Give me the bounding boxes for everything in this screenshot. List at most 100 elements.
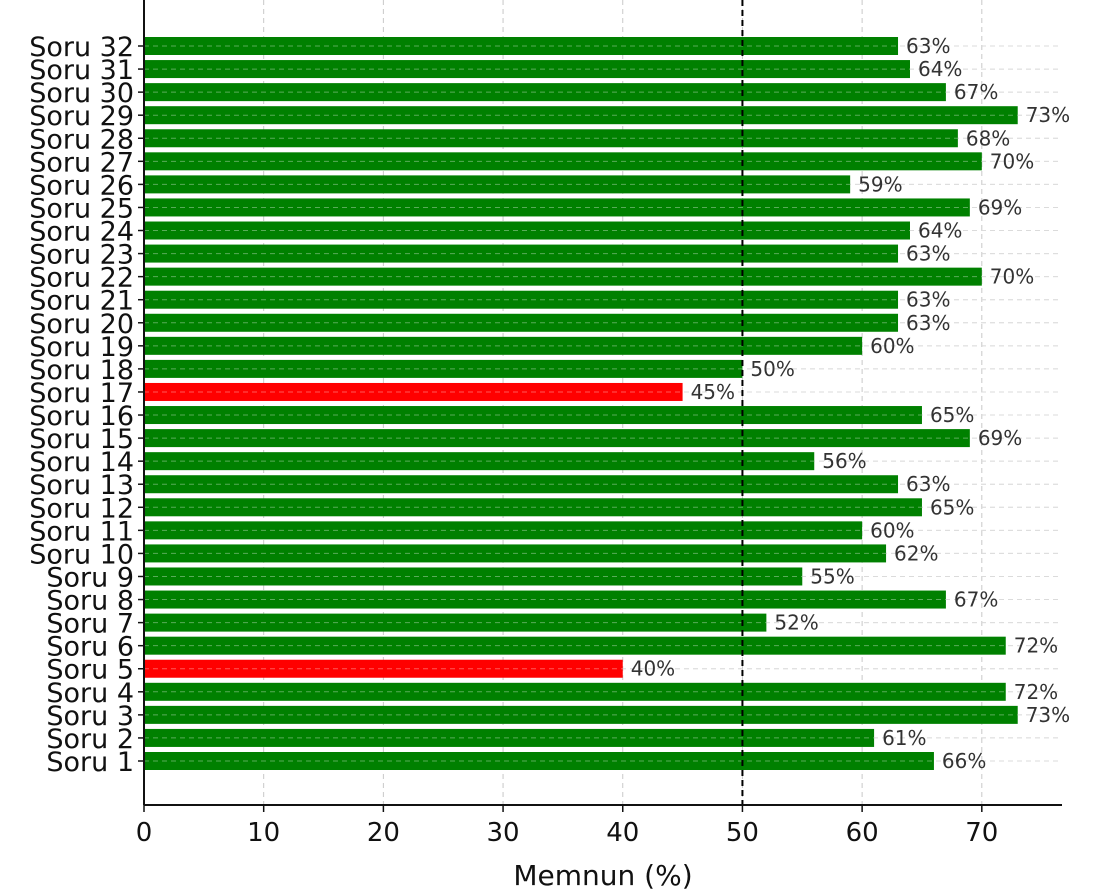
data-label: 67% [954, 80, 998, 104]
bar [144, 244, 899, 263]
bar [144, 705, 1018, 724]
data-label: 68% [966, 126, 1010, 150]
bars [144, 37, 1062, 770]
data-label: 63% [906, 288, 950, 312]
y-tick-label: Soru 9 [46, 562, 134, 593]
y-tick-label: Soru 21 [29, 286, 134, 317]
bar [144, 37, 899, 55]
y-tick-label: Soru 20 [29, 309, 134, 340]
data-label: 63% [906, 242, 950, 266]
y-tick-label: Soru 27 [29, 147, 134, 178]
data-label: 66% [942, 749, 986, 773]
bar [144, 521, 863, 540]
data-label: 60% [870, 518, 914, 542]
data-label: 50% [750, 357, 794, 381]
data-label: 60% [870, 334, 914, 358]
y-tick-label: Soru 18 [29, 355, 134, 386]
y-tick-label: Soru 10 [29, 539, 134, 570]
y-tick-label: Soru 6 [46, 632, 134, 663]
y-tick-label: Soru 24 [29, 217, 134, 248]
y-tick-label: Soru 25 [29, 193, 134, 224]
x-tick-label: 20 [367, 818, 400, 848]
bar [144, 129, 958, 148]
data-label: 63% [906, 34, 950, 58]
y-tick-label: Soru 12 [29, 493, 134, 524]
data-label: 61% [882, 726, 926, 750]
data-label: 64% [918, 219, 962, 243]
y-tick-label: Soru 7 [46, 609, 134, 640]
y-tick-label: Soru 26 [29, 170, 134, 201]
bar [144, 682, 1006, 701]
bar [144, 636, 1006, 655]
y-tick-label: Soru 16 [29, 401, 134, 432]
y-tick-label: Soru 19 [29, 332, 134, 363]
bar [144, 728, 875, 747]
bar [144, 83, 946, 102]
y-tick-label: Soru 13 [29, 470, 134, 501]
x-tick-label: 60 [846, 818, 879, 848]
y-tick-label: Soru 15 [29, 424, 134, 455]
x-axis-title: Memnun (%) [513, 859, 692, 892]
y-tick-label: Soru 2 [46, 724, 134, 755]
bar [144, 406, 922, 425]
data-label: 70% [990, 265, 1034, 289]
data-label: 69% [978, 426, 1022, 450]
data-label: 55% [810, 564, 854, 588]
bar [144, 60, 910, 79]
y-tick-label: Soru 23 [29, 240, 134, 271]
data-label: 70% [990, 149, 1034, 173]
y-tick-label: Soru 5 [46, 655, 134, 686]
data-label: 72% [1014, 634, 1058, 658]
bar [144, 313, 899, 332]
data-label: 63% [906, 311, 950, 335]
y-tick-label: Soru 4 [46, 678, 134, 709]
data-label: 63% [906, 472, 950, 496]
x-tick-label: 50 [726, 818, 759, 848]
y-tick-label: Soru 1 [46, 747, 134, 778]
data-label: 56% [822, 449, 866, 473]
bar [144, 567, 803, 586]
y-tick-label: Soru 22 [29, 263, 134, 294]
data-label: 62% [894, 541, 938, 565]
data-label: 67% [954, 588, 998, 612]
bar [144, 544, 887, 563]
x-tick-label: 40 [606, 818, 639, 848]
y-tick-label: Soru 3 [46, 701, 134, 732]
data-label: 40% [631, 657, 675, 681]
y-tick-label: Soru 31 [29, 55, 134, 86]
bar [144, 613, 767, 632]
bar [144, 198, 970, 217]
bar [144, 452, 815, 471]
data-labels: 66%61%73%72%40%72%52%67%55%62%60%65%63%5… [631, 34, 1070, 773]
bar [144, 336, 863, 355]
y-tick-label: Soru 8 [46, 586, 134, 617]
data-label: 73% [1026, 103, 1070, 127]
bar [144, 106, 1018, 125]
y-tick-label: Soru 28 [29, 124, 134, 155]
bar [144, 382, 683, 401]
bar [144, 752, 934, 770]
bar [144, 475, 899, 494]
y-tick-label: Soru 17 [29, 378, 134, 409]
data-label: 69% [978, 195, 1022, 219]
data-label: 65% [930, 403, 974, 427]
data-label: 45% [691, 380, 735, 404]
y-tick-label: Soru 29 [29, 101, 134, 132]
data-label: 73% [1026, 703, 1070, 727]
bar [144, 429, 970, 448]
bar [144, 221, 910, 240]
bar [144, 175, 851, 194]
y-tick-label: Soru 32 [29, 32, 134, 63]
y-tick-label: Soru 30 [29, 78, 134, 109]
data-label: 52% [774, 611, 818, 635]
x-tick-label: 0 [136, 818, 153, 848]
bar [144, 267, 982, 286]
bar [144, 290, 899, 309]
x-tick-label: 70 [965, 818, 998, 848]
x-tick-label: 10 [247, 818, 280, 848]
data-label: 65% [930, 495, 974, 519]
bar [144, 659, 623, 678]
data-label: 72% [1014, 680, 1058, 704]
